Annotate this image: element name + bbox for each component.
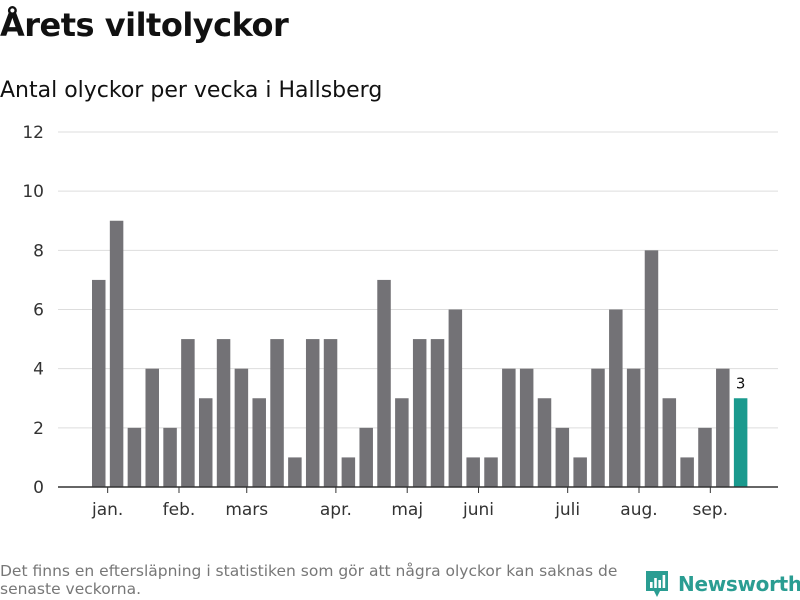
x-tick-label: juli: [554, 500, 580, 520]
bar: [270, 339, 284, 487]
bar: [145, 368, 159, 487]
bar: [234, 368, 249, 487]
y-tick-label: 4: [33, 360, 44, 380]
bar: [644, 250, 659, 487]
bar: [377, 279, 391, 487]
newsworthy-logo-text: Newsworthy: [678, 572, 800, 596]
bar: [412, 339, 427, 487]
bar: [502, 368, 516, 487]
x-tick-label: maj: [391, 500, 423, 520]
x-tick-label: mars: [225, 500, 268, 520]
bar: [430, 339, 445, 487]
newsworthy-logo-icon: [646, 571, 668, 597]
bar: [216, 339, 231, 487]
bar: [341, 457, 356, 487]
y-tick-label: 2: [33, 419, 44, 439]
x-tick-label: sep.: [693, 500, 729, 520]
bar: [359, 427, 373, 487]
newsworthy-logo: Newsworthy: [644, 568, 800, 600]
x-tick-label: juni: [462, 500, 494, 520]
bar: [252, 398, 266, 487]
bar-highlighted: [733, 398, 748, 487]
bar: [698, 427, 712, 487]
bar: [484, 457, 498, 487]
axes: 0 2 4 6 8 10 12 jan. feb. mars apr. maj juni juli aug.…: [22, 123, 778, 520]
x-tick-label: feb.: [163, 500, 196, 520]
chart-subtitle: Antal olyckor per vecka i Hallsberg: [0, 78, 383, 103]
bar: [323, 339, 338, 487]
chart-title: Årets viltolyckor: [0, 6, 289, 44]
bar: [680, 457, 694, 487]
bar: [519, 368, 534, 487]
x-tick-label: apr.: [320, 500, 352, 520]
bar: [127, 427, 142, 487]
bar: [198, 398, 213, 487]
bar: [288, 457, 302, 487]
bar-chart: 3 0 2 4 6 8 10 12 jan. feb. mars apr. maj juni juli au…: [22, 123, 778, 520]
y-tick-label: 12: [22, 123, 44, 143]
bar: [555, 427, 570, 487]
y-tick-label: 8: [33, 241, 44, 261]
bar: [92, 279, 106, 487]
bar: [109, 220, 124, 487]
bar: [609, 309, 623, 487]
bar: [626, 368, 641, 487]
footnote: Det finns en eftersläpning i statistiken…: [0, 562, 618, 598]
bar: [716, 368, 730, 487]
bar: [181, 339, 195, 487]
bar: [163, 427, 177, 487]
bar: [573, 457, 587, 487]
bar: [537, 398, 552, 487]
y-tick-label: 6: [33, 301, 44, 321]
data-label-last: 3: [736, 374, 746, 392]
bar: [466, 457, 480, 487]
bar: [395, 398, 409, 487]
bars: 3: [92, 220, 748, 487]
bar: [305, 339, 320, 487]
x-tick-label: aug.: [620, 500, 657, 520]
bar: [448, 309, 463, 487]
y-tick-label: 10: [22, 182, 44, 202]
x-tick-label: jan.: [91, 500, 123, 520]
bar: [662, 398, 677, 487]
bar: [591, 368, 605, 487]
y-tick-label: 0: [33, 478, 44, 498]
